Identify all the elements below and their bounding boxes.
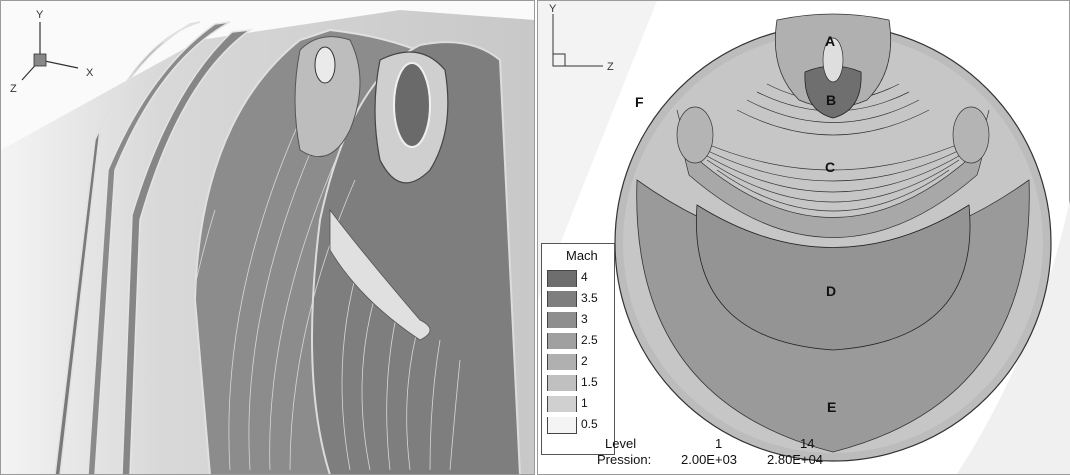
legend-swatch	[547, 375, 577, 391]
slice-1	[54, 21, 201, 475]
legend-value: 3.5	[581, 291, 598, 305]
legend-value: 1.5	[581, 375, 598, 389]
legend-row: 3.5	[547, 287, 613, 307]
axis-label-y: Y	[36, 9, 44, 21]
pressure-min-value: 2.00E+03	[681, 452, 738, 467]
cross-section-graphic: A B C D E F Y Z	[538, 1, 1070, 474]
level-header: Level	[605, 436, 637, 451]
zone-label-f: F	[635, 94, 644, 110]
cylinder-slices-graphic: Y X Z	[1, 9, 535, 475]
legend-value: 3	[581, 312, 588, 326]
left-view-frame	[0, 0, 535, 475]
axis-label-x: X	[86, 67, 94, 79]
pressure-level-table: Level 1 14 Pression: 2.00E+03 2.80E+04	[597, 436, 905, 468]
slice-3	[121, 28, 253, 475]
zone-label-a: A	[825, 33, 835, 49]
legend-value: 2.5	[581, 333, 598, 347]
legend-swatch	[547, 417, 577, 434]
legend-swatch	[547, 312, 577, 328]
zone-label-d: D	[826, 283, 836, 299]
shock-structure	[294, 36, 449, 341]
legend-row: 2	[547, 350, 613, 370]
legend-swatch	[547, 396, 577, 412]
legend-value: 4	[581, 270, 588, 284]
legend-value: 0.5	[581, 417, 598, 431]
upper-contours	[676, 83, 990, 212]
legend-row: 1	[547, 392, 613, 412]
legend-value: 1	[581, 396, 588, 410]
legend-swatch	[547, 354, 577, 370]
legend-value: 2	[581, 354, 588, 368]
zone-label-b: B	[826, 92, 836, 108]
legend-row: 1.5	[547, 371, 613, 391]
legend-swatch	[547, 270, 577, 287]
right-axis-triad	[552, 14, 603, 67]
pressure-header-row: Level 1 14	[605, 436, 905, 452]
right-axis-label-z: Z	[607, 61, 614, 73]
left-3d-view: Y X Z	[0, 0, 535, 475]
legend-row: 0.5	[547, 413, 613, 434]
legend-title: Mach	[566, 248, 598, 263]
legend-swatch	[547, 291, 577, 307]
pressure-value-row: Pression: 2.00E+03 2.80E+04	[597, 452, 905, 468]
slice-2	[87, 21, 231, 475]
axis-label-z: Z	[10, 83, 17, 95]
legend-row: 4	[547, 266, 613, 287]
pressure-max-value: 2.80E+04	[767, 452, 824, 467]
legend-swatch	[547, 333, 577, 349]
vortex-swirls	[676, 106, 990, 164]
axis-cube-icon	[33, 53, 47, 67]
shock-band	[681, 143, 985, 238]
region-d-inner	[695, 204, 971, 351]
zone-label-e: E	[827, 399, 836, 415]
contour-lines	[159, 119, 461, 471]
mach-legend: Mach 4 3.5 3 2.5 2 1.5 1 0.5	[541, 243, 615, 455]
right-cross-section-view: A B C D E F Y Z Mach 4 3.5 3 2.5 2 1.5 1 0.5 Le…	[537, 0, 1070, 475]
pressure-label: Pression:	[597, 452, 652, 467]
zone-label-c: C	[825, 159, 835, 175]
right-axis-label-y: Y	[549, 3, 557, 15]
level-min-header: 1	[715, 436, 723, 451]
legend-row: 2.5	[547, 329, 613, 349]
level-max-header: 14	[800, 436, 815, 451]
legend-row: 3	[547, 308, 613, 328]
